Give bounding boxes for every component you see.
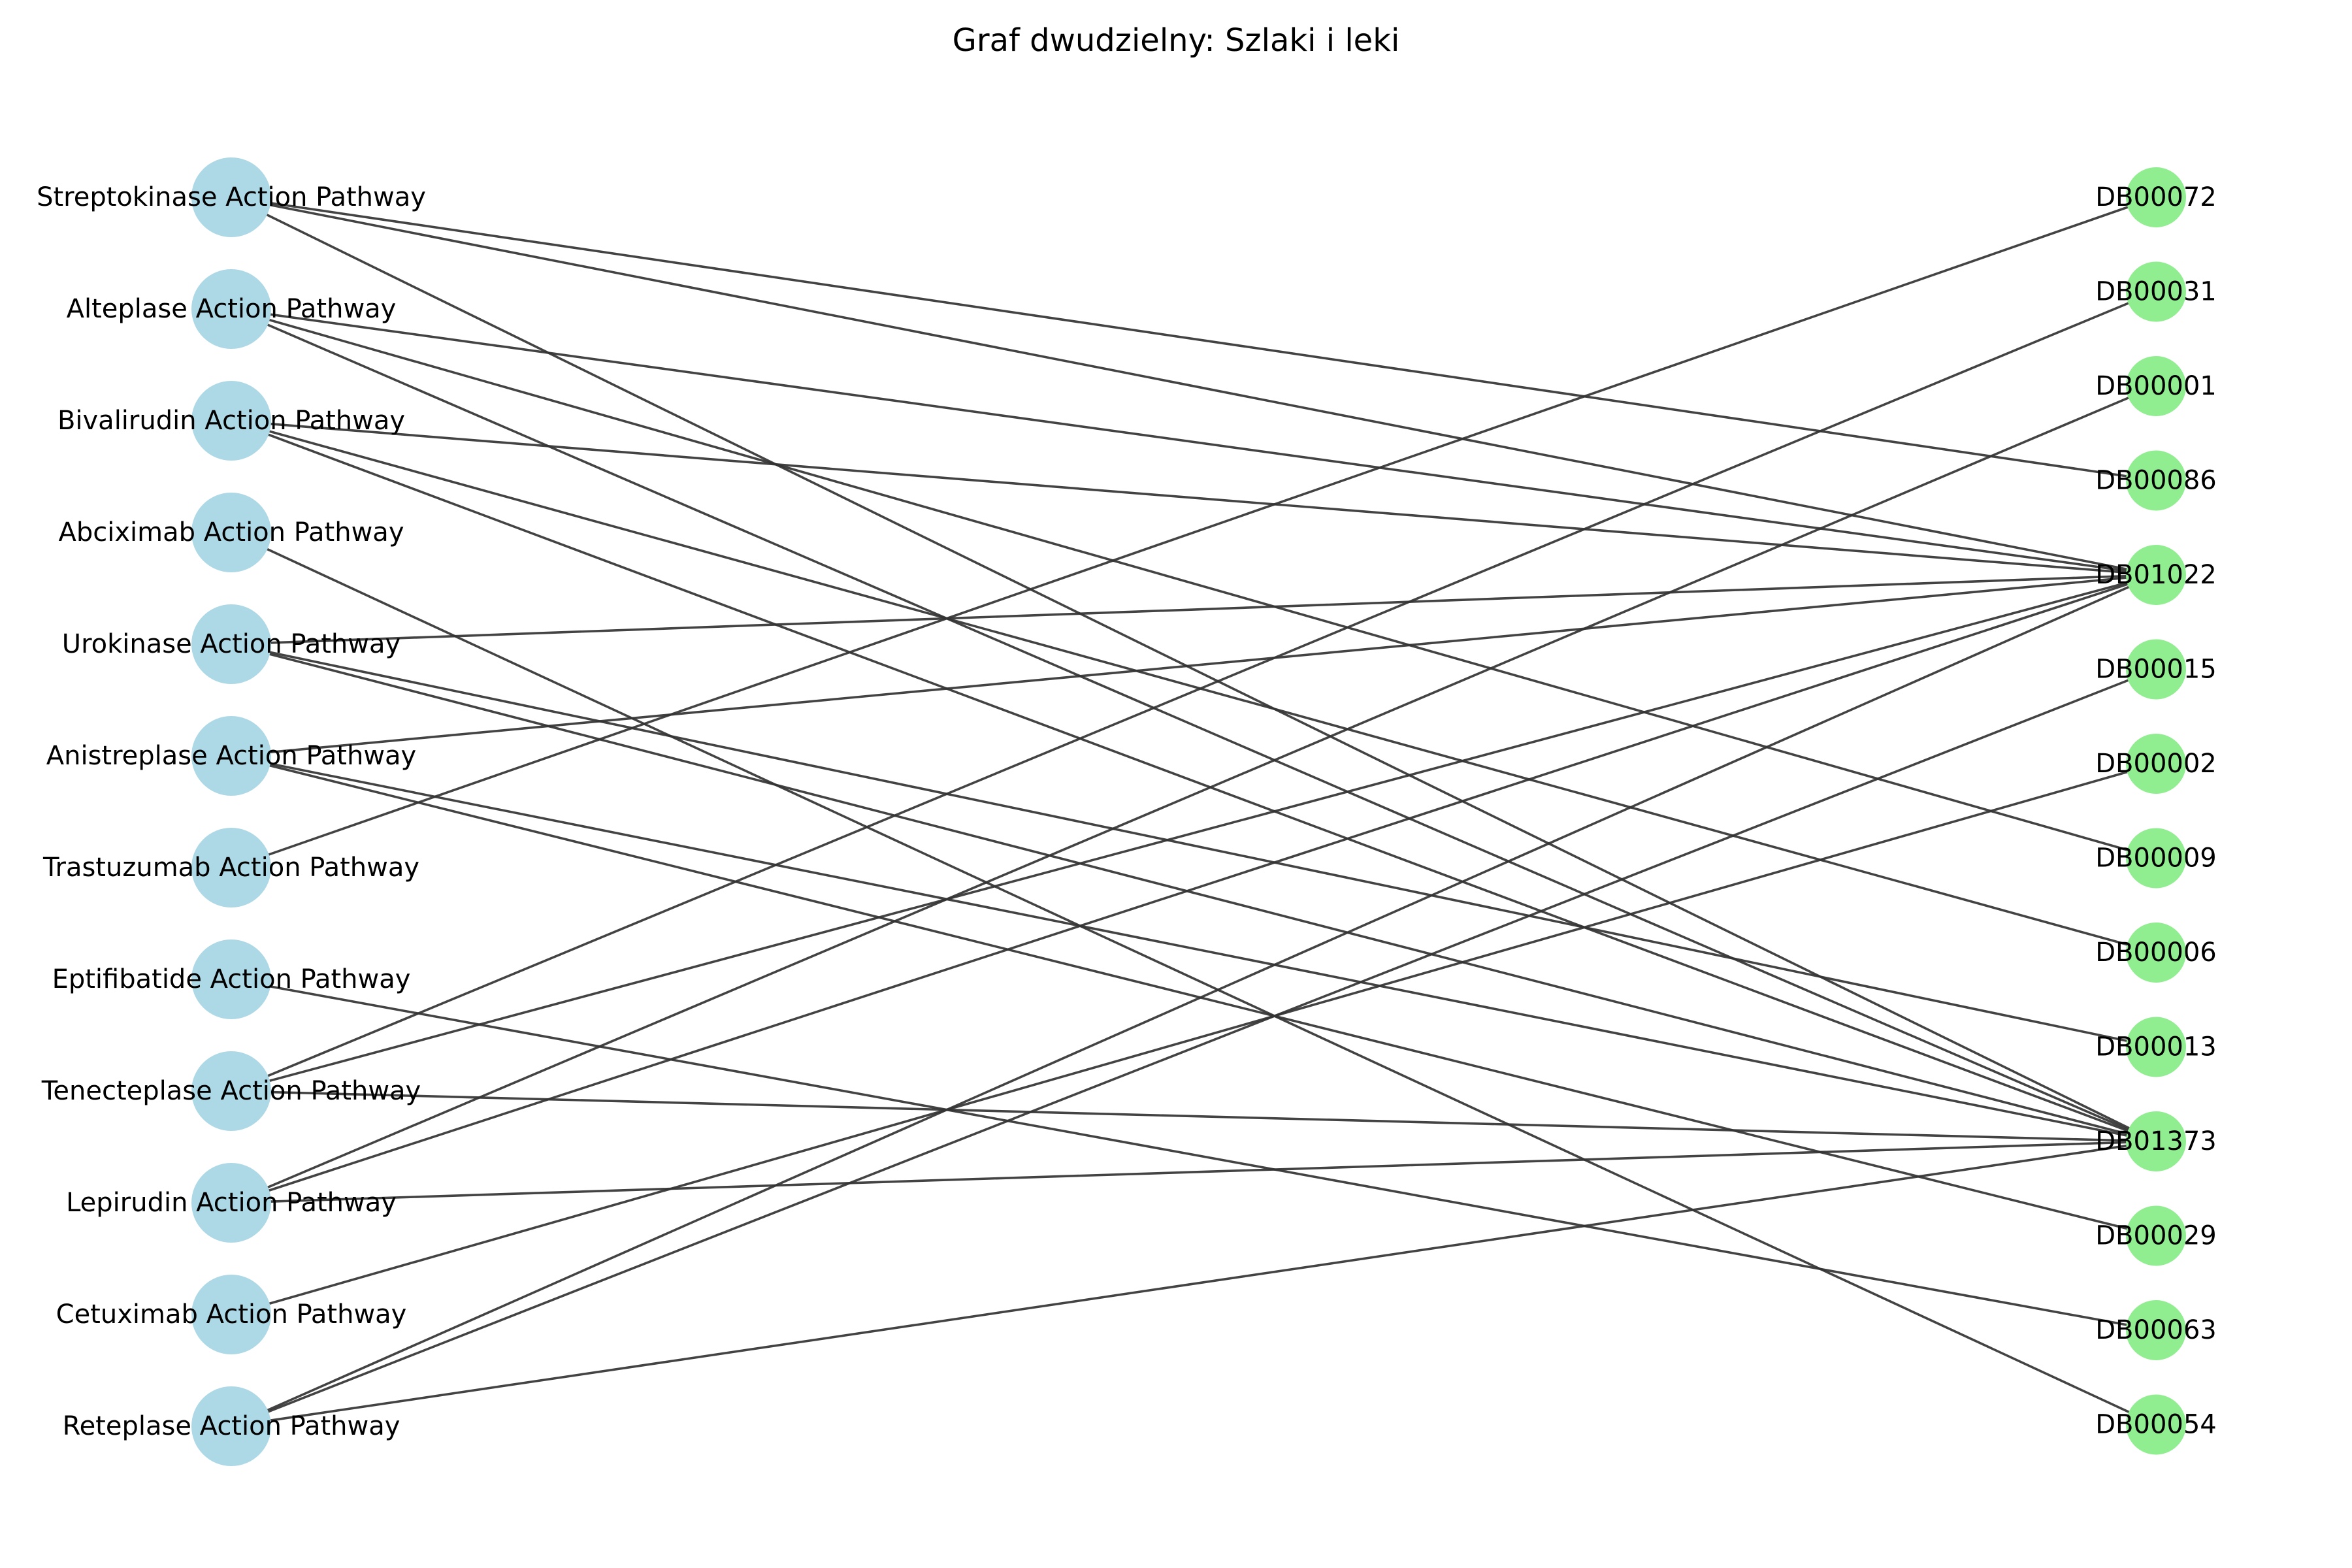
edge-streptokinase-action-pathway-db00086	[231, 196, 2157, 482]
pathway-node-alteplase-action-pathway	[191, 269, 271, 349]
edge-urokinase-action-pathway-db00013	[231, 643, 2157, 1049]
drug-node-db00013	[2126, 1017, 2186, 1077]
drug-label: DB00013	[2095, 1032, 2217, 1062]
drug-node-db00086	[2126, 450, 2186, 511]
edge-lepirudin-action-pathway-db00001	[231, 385, 2157, 1204]
node-labels: Streptokinase Action Pathway Alteplase Ac…	[37, 182, 2217, 1441]
pathway-node-bivalirudin-action-pathway	[191, 381, 271, 461]
pathway-node-trastuzumab-action-pathway	[191, 828, 271, 907]
drug-node-db00002	[2126, 734, 2186, 794]
pathway-node-eptifibatide-action-pathway	[191, 939, 271, 1019]
drug-label: DB00054	[2095, 1410, 2217, 1440]
pathway-node-urokinase-action-pathway	[191, 604, 271, 684]
pathway-label: Trastuzumab Action Pathway	[42, 853, 419, 883]
pathway-node-reteplase-action-pathway	[191, 1386, 271, 1466]
edge-lepirudin-action-pathway-db01022	[231, 574, 2157, 1204]
pathway-label: Bivalirudin Action Pathway	[57, 406, 405, 436]
pathway-label: Anistreplase Action Pathway	[46, 741, 416, 771]
edge-reteplase-action-pathway-db00015	[231, 668, 2157, 1428]
pathway-label: Abciximab Action Pathway	[59, 517, 404, 547]
drug-label: DB00001	[2095, 371, 2217, 401]
drug-label: DB01022	[2095, 560, 2217, 590]
pathway-node-lepirudin-action-pathway	[191, 1163, 271, 1243]
pathway-label: Cetuximab Action Pathway	[56, 1299, 407, 1330]
drug-label: DB00072	[2095, 182, 2217, 212]
edge-lepirudin-action-pathway-db01373	[231, 1140, 2157, 1204]
edges-layer	[231, 196, 2157, 1428]
drug-label: DB00029	[2095, 1221, 2217, 1251]
drug-label: DB00009	[2095, 843, 2217, 874]
graph-title: Graf dwudzielny: Szlaki i leki	[953, 22, 1400, 59]
drug-label: DB00006	[2095, 938, 2217, 968]
pathway-node-anistreplase-action-pathway	[191, 716, 271, 796]
edge-bivalirudin-action-pathway-db00006	[231, 419, 2157, 954]
drug-label: DB00031	[2095, 277, 2217, 307]
edge-trastuzumab-action-pathway-db00072	[231, 196, 2157, 869]
drug-nodes	[2126, 167, 2186, 1455]
drug-node-db00009	[2126, 828, 2186, 889]
pathway-label: Alteplase Action Pathway	[67, 294, 397, 324]
edge-eptifibatide-action-pathway-db00063	[231, 978, 2157, 1331]
edge-tenecteplase-action-pathway-db00031	[231, 290, 2157, 1092]
edge-streptokinase-action-pathway-db01022	[231, 196, 2157, 576]
edge-anistreplase-action-pathway-db00029	[231, 755, 2157, 1237]
pathway-node-streptokinase-action-pathway	[191, 157, 271, 237]
drug-node-db01373	[2126, 1111, 2186, 1171]
drug-node-db00001	[2126, 356, 2186, 416]
drug-label: DB00015	[2095, 655, 2217, 685]
edge-reteplase-action-pathway-db01022	[231, 574, 2157, 1428]
drug-node-db01022	[2126, 545, 2186, 605]
pathway-nodes	[191, 157, 271, 1466]
edge-abciximab-action-pathway-db00054	[231, 531, 2157, 1426]
edge-alteplase-action-pathway-db01022	[231, 308, 2157, 576]
drug-label: DB01373	[2095, 1126, 2217, 1156]
pathway-label: Streptokinase Action Pathway	[37, 182, 426, 212]
edge-tenecteplase-action-pathway-db01373	[231, 1090, 2157, 1143]
edge-reteplase-action-pathway-db01373	[231, 1140, 2157, 1428]
drug-node-db00063	[2126, 1300, 2186, 1360]
drug-label: DB00086	[2095, 466, 2217, 496]
edge-anistreplase-action-pathway-db01022	[231, 574, 2157, 757]
pathway-label: Tenecteplase Action Pathway	[41, 1076, 421, 1106]
drug-node-db00015	[2126, 639, 2186, 700]
drug-node-db00054	[2126, 1394, 2186, 1455]
pathway-node-tenecteplase-action-pathway	[191, 1051, 271, 1131]
edge-alteplase-action-pathway-db01373	[231, 308, 2157, 1143]
pathway-label: Lepirudin Action Pathway	[66, 1188, 397, 1218]
drug-node-db00029	[2126, 1205, 2186, 1266]
edge-urokinase-action-pathway-db01373	[231, 643, 2157, 1143]
pathway-label: Urokinase Action Pathway	[62, 629, 400, 659]
drug-node-db00006	[2126, 923, 2186, 983]
pathway-label: Reteplase Action Pathway	[63, 1411, 400, 1441]
edge-streptokinase-action-pathway-db01373	[231, 196, 2157, 1143]
drug-label: DB00002	[2095, 749, 2217, 779]
edge-bivalirudin-action-pathway-db01373	[231, 419, 2157, 1143]
drug-node-db00031	[2126, 261, 2186, 322]
edge-alteplase-action-pathway-db00009	[231, 308, 2157, 860]
edge-cetuximab-action-pathway-db00002	[231, 762, 2157, 1316]
edge-tenecteplase-action-pathway-db01022	[231, 574, 2157, 1092]
pathway-label: Eptifibatide Action Pathway	[52, 964, 411, 994]
edge-bivalirudin-action-pathway-db01022	[231, 419, 2157, 576]
drug-label: DB00063	[2095, 1315, 2217, 1345]
pathway-node-abciximab-action-pathway	[191, 493, 271, 572]
drug-node-db00072	[2126, 167, 2186, 227]
pathway-node-cetuximab-action-pathway	[191, 1275, 271, 1354]
edge-urokinase-action-pathway-db01022	[231, 574, 2157, 645]
edge-anistreplase-action-pathway-db01373	[231, 755, 2157, 1143]
